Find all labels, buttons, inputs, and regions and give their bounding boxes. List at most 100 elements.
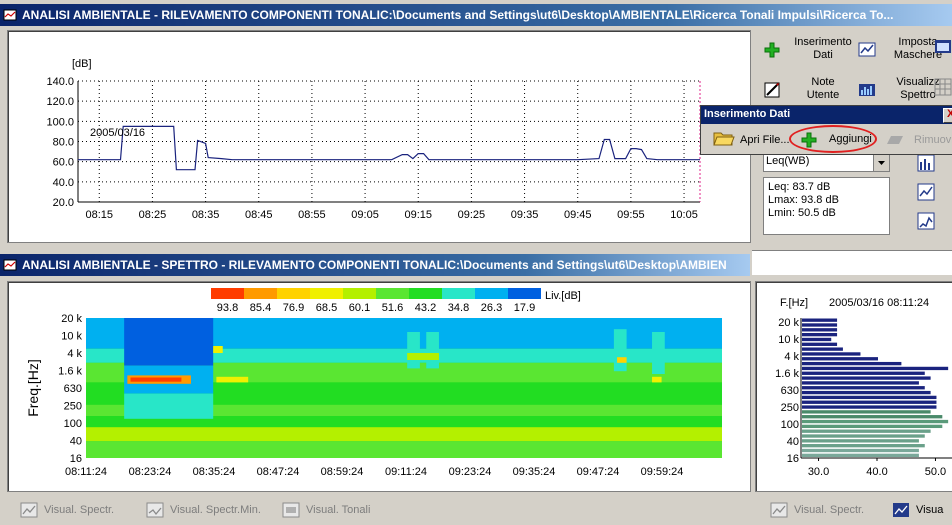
app-icon (3, 259, 17, 271)
folder-open-icon (713, 132, 735, 146)
x-tick-label: 40.0 (866, 466, 887, 478)
x-tick-label: 08:35 (192, 209, 220, 221)
legend-swatch (244, 288, 277, 299)
legend-value: 43.2 (415, 302, 436, 314)
y-tick-label: 140.0 (46, 76, 74, 88)
spectrum-bar (802, 342, 838, 346)
spectrogram-cell (617, 357, 627, 363)
x-tick-label: 08:45 (245, 209, 273, 221)
spectrum-bar (802, 424, 943, 429)
visual-spectr-label: Visual. Spectr. (44, 504, 115, 516)
spectrum-bar (802, 453, 919, 457)
visual-spectr-right-button[interactable]: Visual. Spectr. (770, 499, 864, 521)
popup-titlebar[interactable]: Inserimento Dati X (701, 106, 952, 124)
stats-box: Leq: 83.7 dB Lmax: 93.8 dB Lmin: 50.5 dB (763, 177, 890, 235)
y-tick-label: 16 (70, 453, 82, 465)
spectrum-bar (802, 366, 949, 371)
spectrum-bar (802, 332, 838, 337)
dropdown-button[interactable] (873, 154, 889, 171)
visual-right-button[interactable]: Visua (892, 499, 943, 521)
spectrum-icon (20, 502, 38, 518)
spectrum-bar (802, 352, 861, 356)
apri-file-button[interactable]: Apri File... (711, 129, 791, 149)
spectrum-view-icon[interactable] (917, 154, 935, 172)
spectrogram-cell (216, 376, 249, 383)
y-tick-label: 40 (70, 436, 82, 448)
level-time-chart-pane: [dB] 140.0 120.0 100.0 80.0 60.0 40.0 20.0 08:15… (7, 30, 751, 243)
x-tick-label: 09:25 (458, 209, 486, 221)
spectrum-bar (802, 381, 919, 385)
app-icon (3, 9, 17, 21)
spectrogram-cell (86, 441, 722, 458)
visual-right-label: Visua (916, 504, 944, 516)
legend-value: 51.6 (382, 302, 403, 314)
x-tick-label: 09:35:24 (513, 466, 556, 478)
leq-select[interactable]: Leq(WB) (763, 153, 890, 172)
spectrum-bar (802, 357, 878, 361)
x-tick-label: 09:05 (351, 209, 379, 221)
line-chart-icon[interactable] (917, 183, 935, 201)
y-tick-label: 80.0 (53, 137, 74, 149)
x-tick-label: 10:05 (670, 209, 698, 221)
visual-tonali-label: Visual. Tonali (306, 504, 371, 516)
legend-value: 68.5 (316, 302, 337, 314)
x-tick-label: 09:55 (617, 209, 645, 221)
spectrum-bar (802, 361, 902, 366)
inserimento-dati-button[interactable]: Inserimento Dati (762, 34, 862, 68)
spectrogram-cell (426, 332, 439, 369)
spectrogram-cell (86, 404, 722, 416)
x-tick-label: 08:25 (139, 209, 167, 221)
spectrogram-cell (652, 376, 662, 383)
chart-icon (858, 42, 876, 57)
grid-icon[interactable] (934, 78, 952, 96)
level-time-chart: [dB] 140.0 120.0 100.0 80.0 60.0 40.0 20.0 08:15… (46, 58, 701, 221)
aggiungi-label: Aggiungi (829, 133, 872, 145)
legend-value: 76.9 (283, 302, 304, 314)
aggiungi-button[interactable]: Aggiungi (789, 125, 877, 153)
y-axis-label: [dB] (72, 58, 92, 70)
y-tick-label: 1.6 k (775, 368, 799, 380)
spectrogram-cell (652, 332, 665, 374)
x-tick-label: 08:23:24 (129, 466, 172, 478)
level-series-line (78, 125, 700, 171)
spectrogram-cell (407, 353, 439, 360)
popup-close-button[interactable]: X (943, 108, 952, 123)
spectrum-bar-pane: F.[Hz] 2005/03/16 08:11:24 20 k 10 k 4 k 1.6 … (755, 281, 952, 492)
lmin-value: Lmin: 50.5 dB (768, 207, 836, 219)
spectrum-bar (802, 419, 949, 424)
top-window-titlebar[interactable]: ANALISI AMBIENTALE - RILEVAMENTO COMPONE… (0, 4, 952, 26)
legend-swatch (277, 288, 310, 299)
legend-swatch (310, 288, 343, 299)
visualizza-spettro-button[interactable]: Visualizz Spettro (857, 74, 952, 108)
legend-swatch (442, 288, 475, 299)
legend-swatch (343, 288, 376, 299)
spectrogram-cell (86, 348, 722, 363)
spectrum-bar (802, 395, 937, 400)
legend-value: 93.8 (217, 302, 238, 314)
y-tick-label: 10 k (778, 334, 799, 346)
right-window-strip (752, 250, 952, 275)
y-tick-label: 60.0 (53, 157, 74, 169)
imposta-maschere-button[interactable]: Imposta Maschere (857, 34, 952, 68)
spectrogram-cell (613, 329, 627, 372)
spectrum-bar (802, 337, 832, 342)
window-icon[interactable] (934, 38, 952, 56)
visual-spectr-button[interactable]: Visual. Spectr. (20, 499, 114, 521)
y-axis-label: Freq.[Hz] (25, 359, 41, 417)
lmax-value: Lmax: 93.8 dB (768, 194, 839, 206)
x-tick-label: 08:15 (85, 209, 113, 221)
spectrum-bar (802, 323, 838, 327)
bottom-window-titlebar[interactable]: ANALISI AMBIENTALE - SPETTRO - RILEVAMEN… (0, 254, 750, 276)
rimuovi-button[interactable]: Rimuovi (885, 129, 952, 149)
bar-chart-icon[interactable] (917, 212, 935, 230)
visual-spectr-min-button[interactable]: Visual. Spectr.Min. (146, 499, 261, 521)
x-tick-label: 08:47:24 (257, 466, 300, 478)
leq-select-value: Leq(WB) (766, 155, 810, 167)
visual-tonali-button[interactable]: Visual. Tonali (282, 499, 370, 521)
note-utente-button[interactable]: Note Utente (762, 74, 862, 108)
plus-icon (764, 42, 780, 58)
spectrogram-cell (407, 332, 420, 369)
legend-swatch (475, 288, 508, 299)
y-tick-label: 250 (64, 401, 82, 413)
chevron-down-icon (878, 161, 885, 165)
